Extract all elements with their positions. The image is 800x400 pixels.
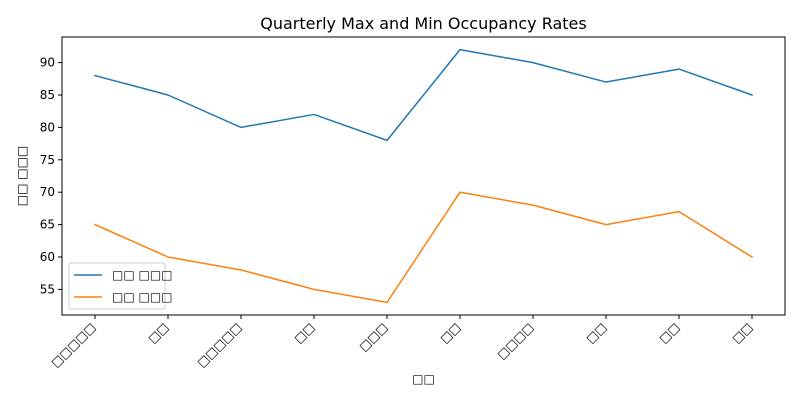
legend: □□ □□□ □□ □□□ <box>68 262 173 310</box>
y-tick-label-4: 75 <box>40 153 55 167</box>
y-tick-label-0: 55 <box>40 282 55 296</box>
legend-label-1: □□ □□□ <box>112 290 173 304</box>
chart-title: Quarterly Max and Min Occupancy Rates <box>260 14 586 33</box>
x-axis-label: □□ <box>412 372 435 386</box>
y-axis-label: □□ □□□ <box>15 146 29 207</box>
series-line-0 <box>94 48 753 142</box>
plot-frame <box>61 36 786 316</box>
y-tick-label-7: 90 <box>40 56 55 70</box>
series-line-1 <box>94 191 754 304</box>
y-tick-label-6: 85 <box>40 88 55 102</box>
legend-label-0: □□ □□□ <box>112 268 173 282</box>
y-tick-label-2: 65 <box>40 218 55 232</box>
y-tick-label-5: 80 <box>40 120 55 134</box>
y-tick-label-1: 60 <box>40 250 55 264</box>
y-tick-label-3: 70 <box>40 185 55 199</box>
